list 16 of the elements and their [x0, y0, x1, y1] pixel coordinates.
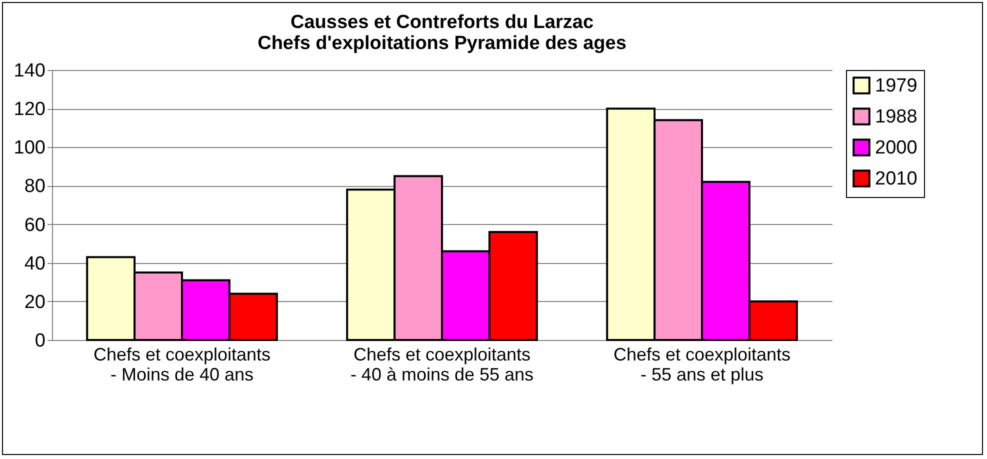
y-tick-label: 100 [14, 138, 46, 159]
legend-label: 2000 [875, 138, 918, 158]
chart-title: Causses et Contreforts du Larzac Chefs d'exploitations Pyramide des ages [258, 12, 626, 54]
legend-label: 1988 [875, 106, 918, 128]
legend-label: 2010 [875, 168, 918, 190]
y-tick-label: 60 [24, 214, 46, 236]
y-tick-label: 0 [34, 330, 46, 352]
y-tick-label: 80 [24, 176, 46, 198]
legend-label: 1979 [875, 76, 918, 96]
x-tick-label: Chefs et coexploitants - 40 à moins de 55 ans [350, 344, 534, 384]
y-tick-label: 40 [24, 253, 46, 274]
y-tick-label: 20 [24, 292, 46, 313]
y-tick-label: 120 [14, 99, 46, 120]
x-tick-label: Chefs et coexploitants - 55 ans et plus [613, 344, 791, 384]
x-tick-label: Chefs et coexploitants - Moins de 40 ans [93, 344, 271, 384]
y-tick-label: 140 [14, 60, 46, 82]
